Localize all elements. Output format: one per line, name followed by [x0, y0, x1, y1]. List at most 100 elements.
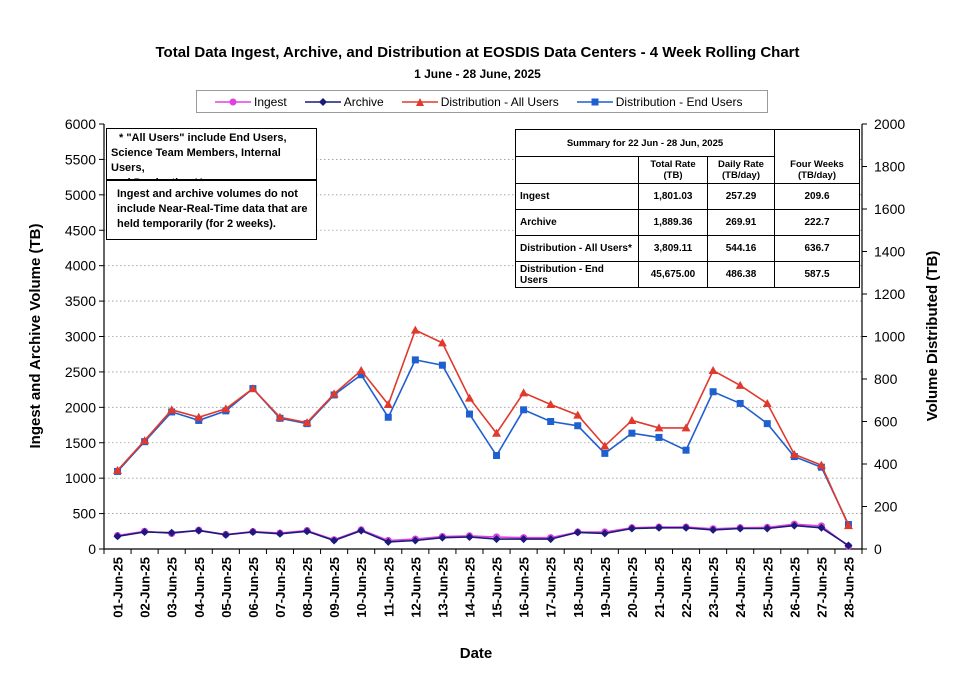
data-point-distribution-all-users: [194, 412, 204, 421]
data-point-archive: [573, 528, 582, 537]
legend-marker-archive: [304, 97, 341, 106]
summary-row-daily: 257.29: [707, 183, 775, 210]
series-line-distribution-all-users: [116, 329, 850, 526]
legend-marker-ingest: [215, 98, 251, 105]
data-point-distribution-end-users: [655, 433, 663, 441]
y-left-tick-label: 4000: [65, 258, 96, 274]
legend-item-dist-end: Distribution - End Users: [576, 94, 743, 109]
x-tick-label: 15-Jun-25: [490, 557, 505, 618]
data-point-distribution-end-users: [736, 399, 744, 407]
legend: Ingest Archive Distribution - All Users …: [196, 90, 768, 113]
summary-row-label: Archive: [515, 209, 639, 236]
data-point-distribution-all-users: [329, 389, 339, 398]
data-point-distribution-all-users: [167, 405, 177, 414]
data-point-distribution-all-users: [437, 338, 447, 347]
summary-row-label: Ingest: [515, 183, 639, 210]
y-left-tick-label: 3500: [65, 293, 96, 309]
x-tick-label: 05-Jun-25: [219, 557, 234, 618]
data-point-distribution-all-users: [464, 393, 474, 402]
x-axis-title: Date: [460, 645, 493, 662]
summary-header-four: Four Weeks (TB/day): [774, 156, 860, 184]
y-left-axis-title: Ingest and Archive Volume (TB): [27, 223, 44, 448]
data-point-distribution-all-users: [546, 400, 556, 408]
x-tick-label: 02-Jun-25: [138, 557, 153, 618]
data-point-distribution-end-users: [682, 446, 690, 454]
x-tick-label: 17-Jun-25: [544, 557, 559, 618]
data-point-distribution-all-users: [654, 423, 664, 432]
data-point-distribution-all-users: [410, 325, 420, 334]
y-right-tick-label: 1200: [874, 286, 905, 302]
data-point-distribution-end-users: [411, 356, 419, 364]
data-point-archive: [194, 526, 203, 535]
x-tick-label: 16-Jun-25: [517, 557, 532, 618]
legend-label-dist-all: Distribution - All Users: [440, 94, 559, 109]
data-point-archive: [303, 527, 312, 536]
y-right-tick-label: 1000: [874, 329, 905, 345]
summary-row-four: 587.5: [774, 261, 860, 288]
data-point-distribution-end-users: [520, 406, 528, 414]
data-point-archive: [654, 523, 663, 532]
summary-row: Ingest 1,801.03 257.29 209.6: [515, 183, 860, 210]
x-tick-label: 08-Jun-25: [300, 557, 315, 618]
data-point-distribution-all-users: [843, 521, 853, 530]
data-point-distribution-all-users: [627, 415, 637, 424]
summary-row: Distribution - All Users* 3,809.11 544.1…: [515, 235, 860, 262]
y-right-axis-title: Volume Distributed (TB): [924, 251, 941, 422]
y-right-tick-label: 400: [874, 456, 898, 472]
data-point-archive: [167, 528, 176, 537]
data-point-distribution-end-users: [628, 429, 636, 437]
data-point-archive: [248, 528, 257, 536]
data-point-archive: [384, 537, 393, 546]
x-tick-label: 14-Jun-25: [462, 557, 477, 618]
data-point-distribution-all-users: [816, 460, 826, 469]
y-left-tick-label: 5000: [65, 187, 96, 203]
summary-row: Distribution - End Users 45,675.00 486.3…: [515, 261, 860, 288]
chart-subtitle: 1 June - 28 June, 2025: [414, 67, 541, 81]
x-tick-label: 07-Jun-25: [273, 557, 288, 618]
summary-row-four: 209.6: [774, 183, 860, 210]
data-point-archive: [519, 535, 528, 544]
y-left-tick-label: 4500: [65, 222, 96, 238]
data-point-distribution-all-users: [573, 410, 583, 419]
series-line-archive: [117, 524, 849, 547]
x-tick-label: 12-Jun-25: [408, 557, 423, 618]
data-point-distribution-end-users: [763, 420, 771, 428]
x-tick-label: 24-Jun-25: [733, 557, 748, 618]
x-tick-label: 23-Jun-25: [706, 557, 721, 618]
summary-row-four: 636.7: [774, 235, 860, 262]
data-point-archive: [438, 533, 447, 542]
summary-row-total: 3,809.11: [638, 235, 708, 262]
data-point-archive: [817, 523, 826, 532]
note2-line-1: Ingest and archive volumes do not: [117, 188, 298, 200]
summary-title: Summary for 22 Jun - 28 Jun, 2025: [515, 129, 775, 157]
data-point-archive: [140, 528, 149, 536]
x-tick-label: 13-Jun-25: [435, 557, 450, 618]
y-left-tick-label: 3000: [65, 329, 96, 345]
summary-header-daily: Daily Rate (TB/day): [707, 156, 775, 184]
summary-row-daily: 486.38: [707, 261, 775, 288]
data-point-distribution-all-users: [221, 404, 231, 413]
note-nrt: Ingest and archive volumes do not includ…: [106, 180, 317, 240]
x-tick-label: 10-Jun-25: [354, 557, 369, 618]
data-point-distribution-end-users: [438, 361, 446, 369]
summary-row-total: 45,675.00: [638, 261, 708, 288]
data-point-distribution-end-users: [465, 410, 473, 418]
y-left-tick-label: 5500: [65, 151, 96, 167]
summary-row-daily: 269.91: [707, 209, 775, 236]
data-point-archive: [465, 532, 474, 541]
note2-line-2: include Near-Real-Time data that are: [117, 203, 308, 215]
data-point-archive: [113, 532, 122, 541]
data-point-distribution-all-users: [248, 384, 258, 393]
y-left-tick-label: 2000: [65, 399, 96, 415]
legend-label-dist-end: Distribution - End Users: [615, 94, 743, 109]
x-tick-label: 19-Jun-25: [598, 557, 613, 618]
data-point-archive: [275, 529, 284, 538]
data-point-distribution-end-users: [357, 371, 365, 379]
y-right-tick-label: 1400: [874, 244, 905, 260]
x-tick-label: 18-Jun-25: [571, 557, 586, 618]
data-point-archive: [357, 526, 366, 535]
summary-header-total: Total Rate (TB): [638, 156, 708, 184]
legend-item-dist-all: Distribution - All Users: [401, 94, 559, 109]
data-point-distribution-all-users: [275, 412, 285, 421]
data-point-archive: [736, 524, 745, 533]
